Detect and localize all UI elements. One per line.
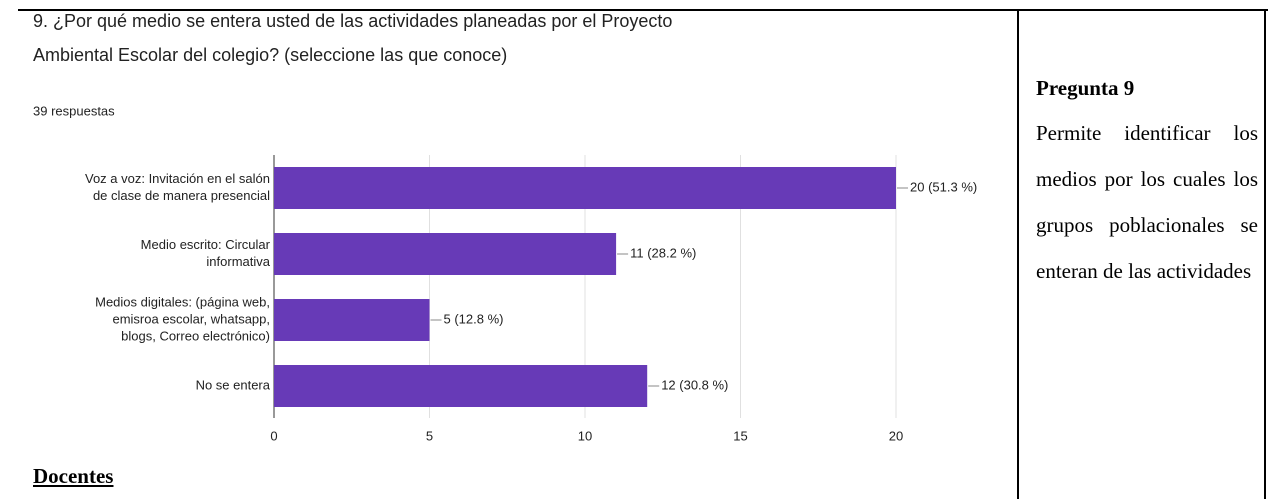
chart-title: Ambiental Escolar del colegio? (seleccio… [33, 45, 507, 65]
value-label: 20 (51.3 %) [910, 179, 977, 194]
y-tick-label: No se entera [196, 377, 271, 392]
bar [274, 167, 896, 209]
y-tick-label: informativa [206, 254, 270, 269]
value-label: 5 (12.8 %) [444, 311, 504, 326]
y-tick-label: emisroa escolar, whatsapp, [112, 311, 270, 326]
x-tick-label: 20 [889, 428, 903, 443]
x-tick-label: 10 [578, 428, 592, 443]
description: Permite identificar los medios por los c… [1036, 121, 1258, 283]
value-label: 12 (30.8 %) [661, 377, 728, 392]
y-tick-label: Medio escrito: Circular [141, 237, 271, 252]
bar [274, 299, 430, 341]
y-tick-label: blogs, Correo electrónico) [121, 328, 270, 343]
chart-title: 9. ¿Por qué medio se entera usted de las… [33, 11, 672, 31]
bar [274, 365, 648, 407]
heading: Pregunta 9 [1036, 76, 1135, 100]
section-title: Docentes [33, 464, 114, 488]
response-count: 39 respuestas [33, 103, 115, 118]
y-tick-label: Medios digitales: (página web, [95, 294, 270, 309]
x-tick-label: 0 [270, 428, 277, 443]
value-label: 11 (28.2 %) [630, 245, 696, 260]
x-tick-label: 5 [426, 428, 433, 443]
x-tick-label: 15 [733, 428, 747, 443]
bar [274, 233, 617, 275]
y-tick-label: Voz a voz: Invitación en el salón [85, 171, 270, 186]
y-tick-label: de clase de manera presencial [93, 188, 270, 203]
